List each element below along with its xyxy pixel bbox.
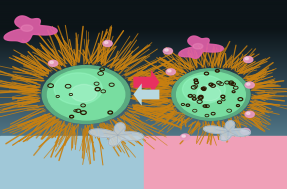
Circle shape xyxy=(241,128,250,134)
Polygon shape xyxy=(4,16,57,43)
Circle shape xyxy=(182,135,185,137)
Circle shape xyxy=(163,48,172,54)
Circle shape xyxy=(50,61,53,64)
Circle shape xyxy=(245,82,254,88)
Circle shape xyxy=(244,57,253,63)
Polygon shape xyxy=(144,136,287,189)
Circle shape xyxy=(49,60,58,66)
Circle shape xyxy=(177,72,245,117)
Circle shape xyxy=(165,49,168,51)
Circle shape xyxy=(54,73,102,105)
Circle shape xyxy=(181,134,190,140)
Circle shape xyxy=(103,40,112,46)
Circle shape xyxy=(168,70,171,72)
Polygon shape xyxy=(179,36,223,58)
Circle shape xyxy=(242,129,246,132)
Circle shape xyxy=(104,41,108,44)
Circle shape xyxy=(245,57,249,60)
Polygon shape xyxy=(0,136,144,189)
Circle shape xyxy=(172,69,250,120)
Circle shape xyxy=(42,66,130,123)
Circle shape xyxy=(247,83,250,85)
Polygon shape xyxy=(204,121,250,141)
Circle shape xyxy=(71,84,97,102)
Circle shape xyxy=(245,111,254,117)
Circle shape xyxy=(183,75,225,104)
Polygon shape xyxy=(193,44,203,49)
Polygon shape xyxy=(89,123,144,146)
Circle shape xyxy=(166,69,175,75)
Polygon shape xyxy=(21,25,33,31)
Circle shape xyxy=(47,69,125,120)
Circle shape xyxy=(247,112,250,115)
Circle shape xyxy=(197,85,221,101)
